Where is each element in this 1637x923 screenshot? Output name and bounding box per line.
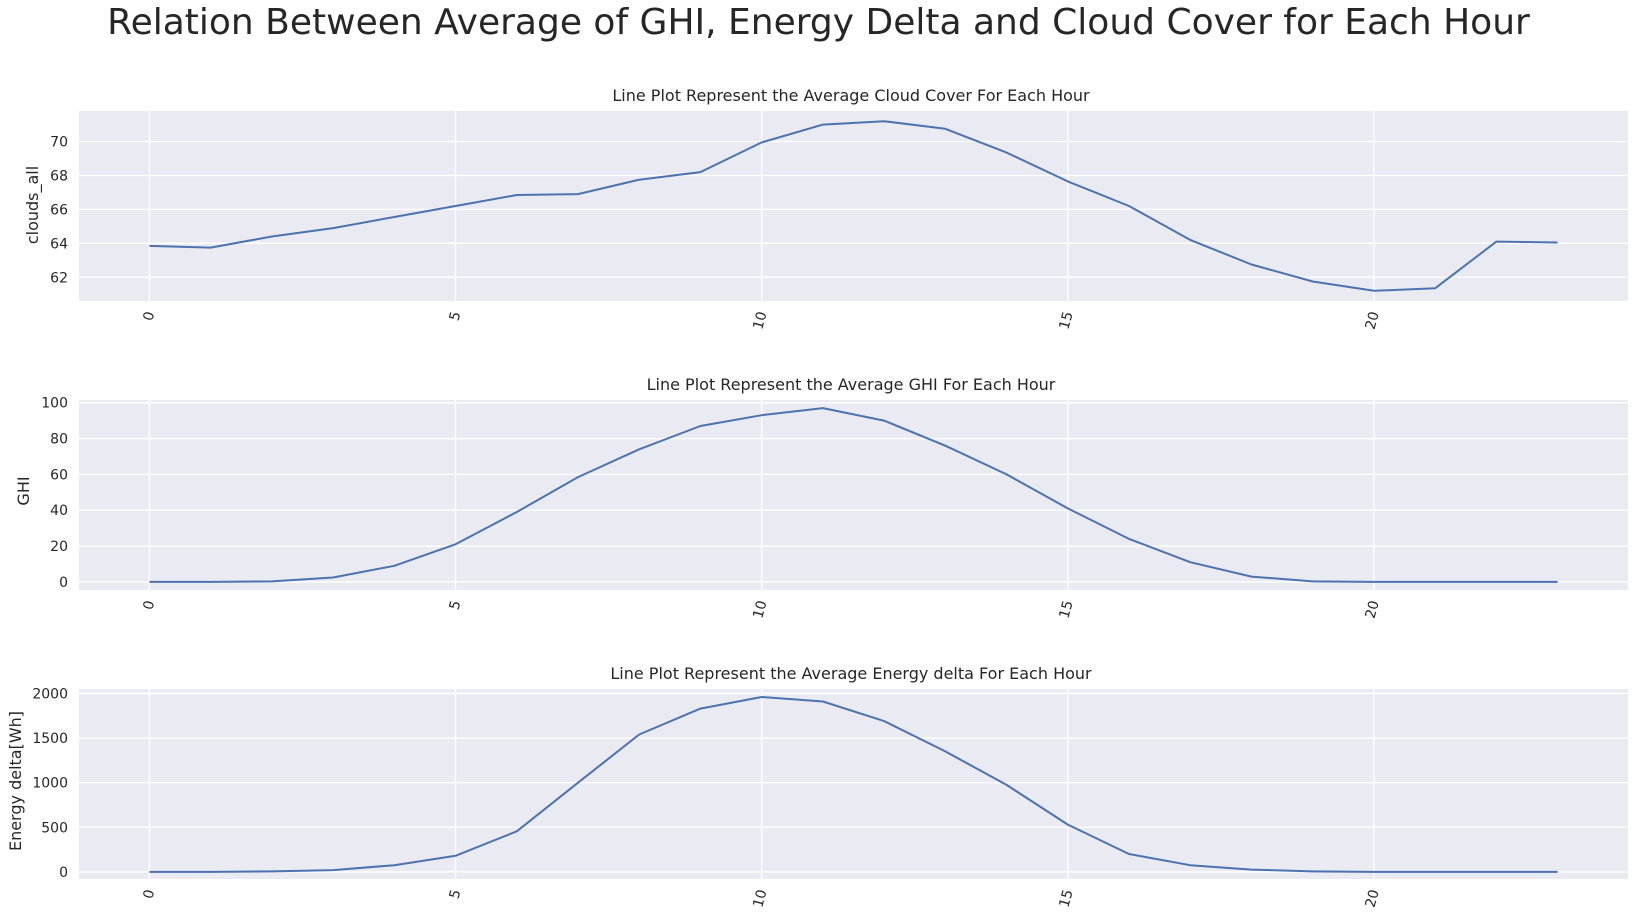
ghi-panel: Line Plot Represent the Average GHI For … [14,375,1628,620]
cloud-cover-series-line [149,120,1558,292]
ghi-y-tick-label: 0 [59,575,68,591]
cloud-cover-y-tick-label: 70 [50,135,68,151]
ghi-y-tick-label: 20 [50,539,68,555]
ghi-y-tick-label: 60 [50,467,68,483]
energy-delta-x-tick-label: 5 [447,888,465,901]
cloud-cover-x-tick-label: 15 [1057,310,1077,331]
energy-delta-y-tick-label: 2000 [32,686,68,702]
ghi-plot-area [79,400,1628,590]
energy-delta-x-tick-label: 0 [141,888,159,901]
energy-delta-y-axis-label: Energy delta[Wh] [6,711,25,851]
cloud-cover-panel: Line Plot Represent the Average Cloud Co… [23,86,1628,331]
energy-delta-panel: Line Plot Represent the Average Energy d… [6,664,1628,909]
energy-delta-x-tick-label: 15 [1057,888,1077,909]
energy-delta-x-tick-label: 10 [750,888,770,909]
cloud-cover-panel-title: Line Plot Represent the Average Cloud Co… [612,86,1090,105]
cloud-cover-x-tick-label: 0 [141,310,159,323]
energy-delta-y-tick-label: 1500 [32,731,68,747]
ghi-x-tick-label: 0 [141,599,159,612]
cloud-cover-y-axis-label: clouds_all [23,166,43,244]
ghi-y-axis-label: GHI [14,476,33,505]
ghi-x-tick-label: 5 [447,599,465,612]
energy-delta-x-tick-label: 20 [1363,888,1383,909]
ghi-y-tick-label: 100 [41,396,68,412]
ghi-panel-title: Line Plot Represent the Average GHI For … [647,375,1056,394]
energy-delta-y-tick-label: 1000 [32,776,68,792]
cloud-cover-y-tick-label: 68 [50,168,68,184]
energy-delta-y-tick-label: 0 [59,865,68,881]
cloud-cover-x-tick-label: 10 [750,310,770,331]
cloud-cover-y-tick-label: 64 [50,236,68,252]
cloud-cover-plot-area [79,111,1628,301]
ghi-series-line [149,407,1558,583]
cloud-cover-y-tick-label: 62 [50,270,68,286]
ghi-x-tick-label: 10 [750,599,770,620]
ghi-y-tick-label: 40 [50,503,68,519]
figure-title: Relation Between Average of GHI, Energy … [107,2,1530,43]
ghi-x-tick-label: 15 [1057,599,1077,620]
energy-delta-series-line [149,696,1558,873]
cloud-cover-y-tick-label: 66 [50,202,68,218]
ghi-x-tick-label: 20 [1363,599,1383,620]
ghi-y-tick-label: 80 [50,432,68,448]
energy-delta-plot-area [79,689,1628,879]
cloud-cover-x-tick-label: 20 [1363,310,1383,331]
cloud-cover-x-tick-label: 5 [447,310,465,323]
energy-delta-panel-title: Line Plot Represent the Average Energy d… [610,664,1092,683]
energy-delta-y-tick-label: 500 [41,820,68,836]
